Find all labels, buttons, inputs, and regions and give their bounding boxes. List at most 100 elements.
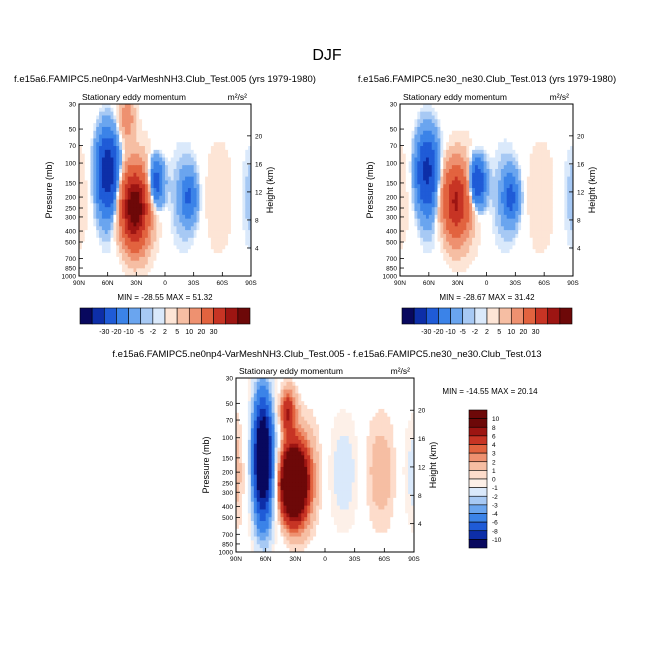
heatmap-cell <box>425 195 430 200</box>
heatmap-cell <box>420 138 424 143</box>
heatmap-cell <box>570 188 574 193</box>
heatmap-cell <box>564 191 568 197</box>
heatmap-cell <box>503 126 508 132</box>
heatmap-cell <box>150 214 154 220</box>
heatmap-cell <box>457 126 461 132</box>
heatmap-cell <box>208 222 212 227</box>
heatmap-cell <box>558 115 562 120</box>
heatmap-cell <box>466 218 470 223</box>
heatmap-cell <box>136 157 140 162</box>
heatmap-cell <box>113 184 117 189</box>
heatmap-cell <box>170 111 174 116</box>
heatmap-cell <box>199 272 203 277</box>
heatmap-cell <box>133 165 137 170</box>
heatmap-cell <box>248 180 252 185</box>
heatmap-cell <box>443 126 447 132</box>
heatmap-cell <box>219 199 223 204</box>
heatmap-cell <box>523 119 528 124</box>
heatmap-cell <box>547 207 551 212</box>
heatmap-cell <box>150 233 154 239</box>
heatmap-cell <box>498 165 502 170</box>
heatmap-cell <box>408 207 412 212</box>
heatmap-cell <box>477 218 482 223</box>
heatmap-cell <box>196 226 200 231</box>
heatmap-cell <box>104 111 109 116</box>
heatmap-cell <box>230 107 235 113</box>
heatmap-cell <box>469 214 473 220</box>
heatmap-cell <box>219 134 223 139</box>
heatmap-cell <box>216 211 220 216</box>
heatmap-cell <box>122 111 126 116</box>
heatmap-cell <box>176 184 180 189</box>
heatmap-cell <box>518 123 522 128</box>
heatmap-cell <box>529 153 534 158</box>
heatmap-cell <box>451 237 456 242</box>
heatmap-cell <box>179 180 183 185</box>
heatmap-cell <box>538 218 542 223</box>
heatmap-cell <box>564 222 568 227</box>
heatmap-cell <box>193 233 197 239</box>
heatmap-cell <box>93 195 97 200</box>
heatmap-cell <box>233 199 238 204</box>
heatmap-cell <box>150 226 154 231</box>
heatmap-cell <box>185 130 189 135</box>
heatmap-cell <box>405 157 410 162</box>
heatmap-cell <box>159 111 163 116</box>
heatmap-cell <box>506 230 510 235</box>
heatmap-cell <box>213 218 217 223</box>
heatmap-cell <box>99 218 103 223</box>
heatmap-cell <box>532 168 536 174</box>
heatmap-cell <box>107 230 111 235</box>
heatmap-cell <box>210 111 215 116</box>
heatmap-cell <box>549 211 554 216</box>
heatmap-cell <box>202 149 206 155</box>
heatmap-cell <box>425 107 430 113</box>
heatmap-cell <box>535 111 539 116</box>
heatmap-cell <box>110 211 114 216</box>
heatmap-cell <box>423 233 427 239</box>
heatmap-cell <box>127 256 131 262</box>
heatmap-cell <box>147 230 152 235</box>
heatmap-cell <box>532 138 536 143</box>
heatmap-cell <box>216 241 220 246</box>
heatmap-cell <box>434 180 438 185</box>
heatmap-cell <box>544 161 548 166</box>
heatmap-cell <box>81 222 86 227</box>
heatmap-cell <box>190 104 195 109</box>
heatmap-cell <box>248 233 252 239</box>
heatmap-cell <box>239 195 243 200</box>
heatmap-cell <box>526 180 531 185</box>
heatmap-cell <box>101 188 106 193</box>
heatmap-cell <box>245 180 249 185</box>
heatmap-cell <box>119 130 123 135</box>
heatmap-cell <box>199 211 203 216</box>
heatmap-cell <box>425 226 430 231</box>
heatmap-cell <box>434 226 438 231</box>
heatmap-cell <box>446 119 450 124</box>
heatmap-cell <box>150 176 154 181</box>
heatmap-cell <box>400 195 404 200</box>
heatmap-cell <box>500 226 505 231</box>
heatmap-cell <box>96 153 100 158</box>
heatmap-cell <box>500 149 505 155</box>
heatmap-cell <box>567 226 571 231</box>
heatmap-cell <box>104 146 109 151</box>
heatmap-cell <box>156 191 160 197</box>
heatmap-cell <box>515 161 519 166</box>
heatmap-cell <box>538 138 542 143</box>
heatmap-cell <box>110 149 114 155</box>
heatmap-cell <box>460 184 464 189</box>
heatmap-cell <box>182 176 186 181</box>
heatmap-cell <box>483 153 487 158</box>
heatmap-cell <box>248 245 252 250</box>
heatmap-cell <box>477 138 482 143</box>
heatmap-cell <box>124 184 129 189</box>
heatmap-cell <box>483 126 487 132</box>
heatmap-cell <box>552 222 557 227</box>
heatmap-cell <box>440 233 444 239</box>
heatmap-cell <box>570 195 574 200</box>
heatmap-cell <box>104 218 109 223</box>
heatmap-cell <box>187 107 192 113</box>
heatmap-cell <box>190 126 195 132</box>
heatmap-cell <box>176 107 180 113</box>
